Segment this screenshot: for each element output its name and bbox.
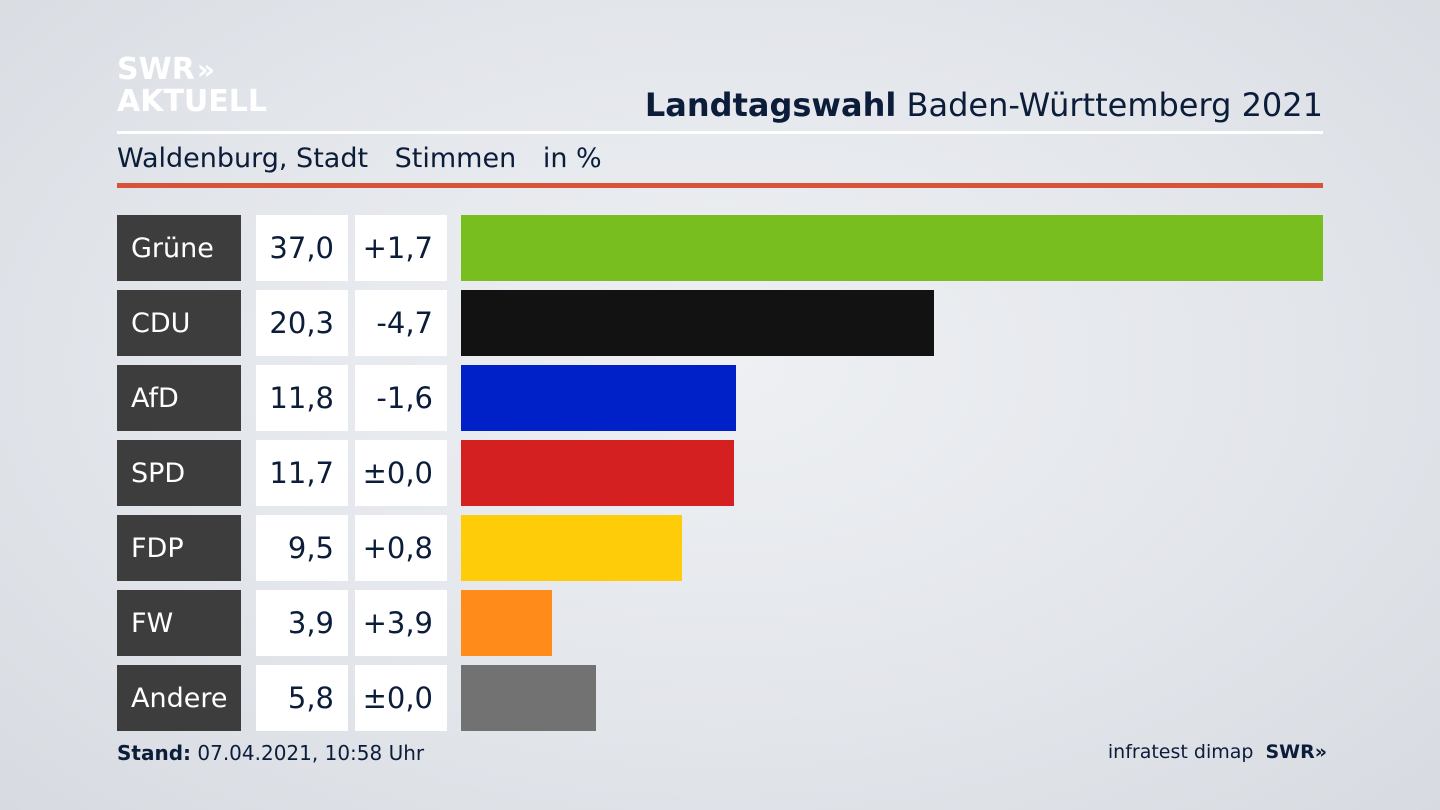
- party-label: FDP: [117, 515, 241, 581]
- vote-share-value: 11,7: [256, 440, 348, 506]
- change-value: -4,7: [355, 290, 447, 356]
- location-label: Waldenburg, Stadt: [117, 143, 369, 174]
- vote-share-value: 5,8: [256, 665, 348, 731]
- result-bar: [461, 665, 596, 731]
- party-label: Grüne: [117, 215, 241, 281]
- measure-label: Stimmen: [394, 143, 517, 174]
- accent-divider: [117, 183, 1323, 188]
- timestamp: Stand: 07.04.2021, 10:58 Uhr: [117, 741, 424, 765]
- result-row: SPD 11,7 ±0,0: [117, 440, 1323, 506]
- logo-arrows-icon: »: [196, 53, 215, 86]
- swr-arrows-icon: »: [1314, 741, 1327, 763]
- result-bar: [461, 440, 734, 506]
- result-bar: [461, 215, 1323, 281]
- party-label: Andere: [117, 665, 241, 731]
- change-value: ±0,0: [355, 665, 447, 731]
- party-label: SPD: [117, 440, 241, 506]
- logo-swr-text: SWR: [117, 52, 195, 87]
- change-value: +3,9: [355, 590, 447, 656]
- unit-label: in %: [542, 143, 602, 174]
- result-row: CDU 20,3 -4,7: [117, 290, 1323, 356]
- source-label: infratest dimap: [1107, 741, 1254, 763]
- party-label: CDU: [117, 290, 241, 356]
- change-value: -1,6: [355, 365, 447, 431]
- vote-share-value: 37,0: [256, 215, 348, 281]
- result-row: FDP 9,5 +0,8: [117, 515, 1323, 581]
- result-bar: [461, 590, 552, 656]
- result-bar: [461, 290, 934, 356]
- vote-share-value: 9,5: [256, 515, 348, 581]
- page-title: Landtagswahl Baden-Württemberg 2021: [645, 86, 1323, 124]
- result-row: Andere 5,8 ±0,0: [117, 665, 1323, 731]
- party-label: FW: [117, 590, 241, 656]
- result-bar: [461, 515, 682, 581]
- stand-label: Stand:: [117, 741, 192, 765]
- result-row: AfD 11,8 -1,6: [117, 365, 1323, 431]
- vote-share-value: 11,8: [256, 365, 348, 431]
- swr-aktuell-logo: SWR» AKTUELL: [117, 54, 267, 118]
- subtitle: Waldenburg, Stadt Stimmen in %: [117, 143, 620, 174]
- party-label: AfD: [117, 365, 241, 431]
- results-chart: Grüne 37,0 +1,7 CDU 20,3 -4,7 AfD 11,8 -1,6 SPD 11…: [117, 215, 1323, 731]
- change-value: +1,7: [355, 215, 447, 281]
- title-rest: Baden-Württemberg 2021: [896, 86, 1324, 124]
- vote-share-value: 3,9: [256, 590, 348, 656]
- result-row: Grüne 37,0 +1,7: [117, 215, 1323, 281]
- result-bar: [461, 365, 736, 431]
- stand-value: 07.04.2021, 10:58 Uhr: [191, 741, 425, 765]
- logo-aktuell-text: AKTUELL: [117, 84, 268, 119]
- title-bold: Landtagswahl: [644, 86, 897, 124]
- vote-share-value: 20,3: [256, 290, 348, 356]
- title-divider: [117, 131, 1323, 134]
- result-row: FW 3,9 +3,9: [117, 590, 1323, 656]
- source-credit: infratest dimap SWR»: [1107, 741, 1327, 763]
- swr-footer-logo: SWR: [1265, 741, 1315, 763]
- change-value: ±0,0: [355, 440, 447, 506]
- change-value: +0,8: [355, 515, 447, 581]
